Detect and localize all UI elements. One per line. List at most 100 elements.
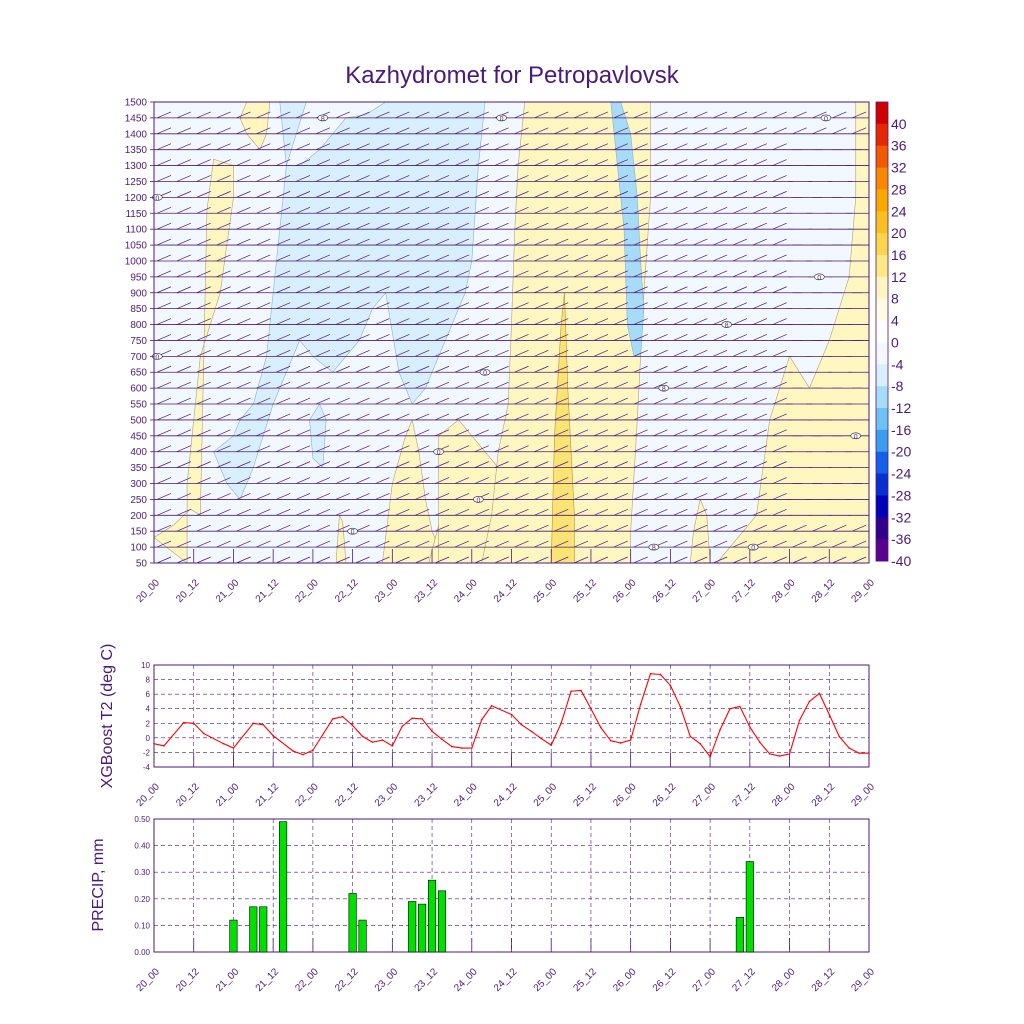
colorbar-swatch (876, 539, 888, 562)
wind-barb (395, 175, 410, 182)
t2-time-tick-label: 28_00 (770, 781, 798, 809)
wind-barb (554, 350, 569, 357)
wind-barb (852, 524, 867, 532)
colorbar-swatch (876, 233, 888, 256)
wind-barb (295, 381, 311, 389)
wind-barb (673, 206, 688, 214)
t2-data-point (153, 742, 155, 745)
t2-data-point (391, 745, 394, 747)
contour-label-marker (850, 432, 862, 440)
wind-barb (494, 493, 509, 500)
wind-barb (156, 111, 172, 119)
contour-label-marker (658, 384, 670, 392)
wind-barb (295, 524, 311, 532)
wind-barb (732, 381, 748, 389)
wind-barb (752, 365, 767, 373)
precip-y-tick-label: 0.50 (134, 815, 150, 824)
wind-barb (176, 350, 191, 357)
wind-barb (633, 143, 648, 151)
t2-time-tick-label: 23_00 (373, 781, 401, 809)
wind-barb (494, 477, 509, 484)
wind-barb (752, 127, 767, 135)
wind-barb (415, 445, 430, 453)
colorbar-swatch (876, 517, 888, 540)
wind-barb (534, 381, 549, 389)
wind-barb (176, 318, 191, 325)
t2-time-tick-label: 25_00 (532, 781, 560, 809)
wind-barb (752, 254, 767, 262)
wind-barb (534, 270, 549, 278)
wind-barb (395, 334, 410, 341)
wind-barb (315, 334, 331, 341)
wind-barb (196, 524, 211, 532)
t2-time-tick-label: 20_00 (135, 781, 163, 809)
wind-barb (554, 381, 569, 389)
colorbar-label: 4 (891, 313, 899, 329)
wind-barb (236, 445, 251, 453)
wind-barb (256, 477, 271, 484)
wind-barb (494, 159, 509, 166)
wind-barb (156, 270, 172, 278)
colorbar-label: 36 (891, 138, 907, 154)
wind-barb (375, 143, 390, 151)
wind-barb (474, 318, 489, 325)
contour-label: 0 (817, 275, 821, 282)
wind-barb (752, 556, 767, 564)
wind-barb (554, 397, 569, 405)
precip-time-tick-label: 24_12 (492, 966, 520, 994)
wind-barb (276, 143, 291, 151)
wind-barb (772, 254, 787, 262)
t2-data-point (262, 723, 265, 726)
t2-y-tick-label: -4 (143, 763, 151, 772)
colorbar-label: 0 (891, 334, 899, 350)
wind-barb (315, 222, 331, 230)
wind-barb (514, 397, 529, 405)
cross-section-time-tick-label: 25_12 (571, 577, 599, 605)
wind-barb (295, 461, 311, 468)
wind-barb (772, 334, 787, 341)
wind-barb (335, 334, 350, 341)
t2-data-point (858, 752, 860, 754)
wind-barb (355, 334, 370, 341)
cross-section-time-tick-label: 20_12 (174, 577, 202, 605)
wind-barb (693, 365, 708, 373)
wind-barb (276, 318, 291, 325)
precip-time-tick-label: 26_12 (651, 966, 679, 994)
t2-data-point (669, 684, 672, 687)
t2-data-point (421, 718, 423, 720)
wind-barb (712, 493, 728, 500)
wind-barb (613, 461, 628, 468)
wind-barb (573, 238, 589, 246)
wind-barb (732, 302, 748, 309)
wind-barb (315, 381, 331, 389)
wind-barb (613, 445, 628, 453)
t2-data-point (302, 753, 304, 756)
wind-barb (613, 365, 628, 373)
height-tick-label: 950 (130, 272, 147, 283)
wind-barb (395, 222, 410, 230)
precip-bar (735, 917, 744, 953)
precip-time-tick-label: 23_12 (413, 966, 441, 994)
wind-barb (554, 222, 569, 230)
wind-barb (176, 429, 191, 437)
wind-barb (653, 365, 668, 373)
wind-barb (256, 413, 271, 421)
wind-barb (474, 445, 489, 453)
t2-data-point (252, 722, 255, 725)
wind-barb (454, 365, 470, 373)
wind-barb (335, 540, 350, 548)
colorbar-label: -36 (891, 531, 911, 547)
wind-barb (295, 175, 311, 182)
wind-barb (732, 159, 748, 166)
wind-barb (236, 461, 251, 468)
wind-barb (295, 318, 311, 325)
wind-barb (216, 397, 231, 405)
wind-barb (256, 524, 271, 532)
precip-time-tick-label: 22_12 (333, 966, 361, 994)
contour-label-marker (814, 273, 825, 281)
t2-data-point (788, 753, 791, 755)
cross-section-time-tick-label: 21_00 (214, 577, 242, 605)
contour-label: 0 (351, 529, 355, 536)
cross-section-time-tick-label: 21_12 (254, 577, 282, 605)
wind-barb (276, 365, 291, 373)
